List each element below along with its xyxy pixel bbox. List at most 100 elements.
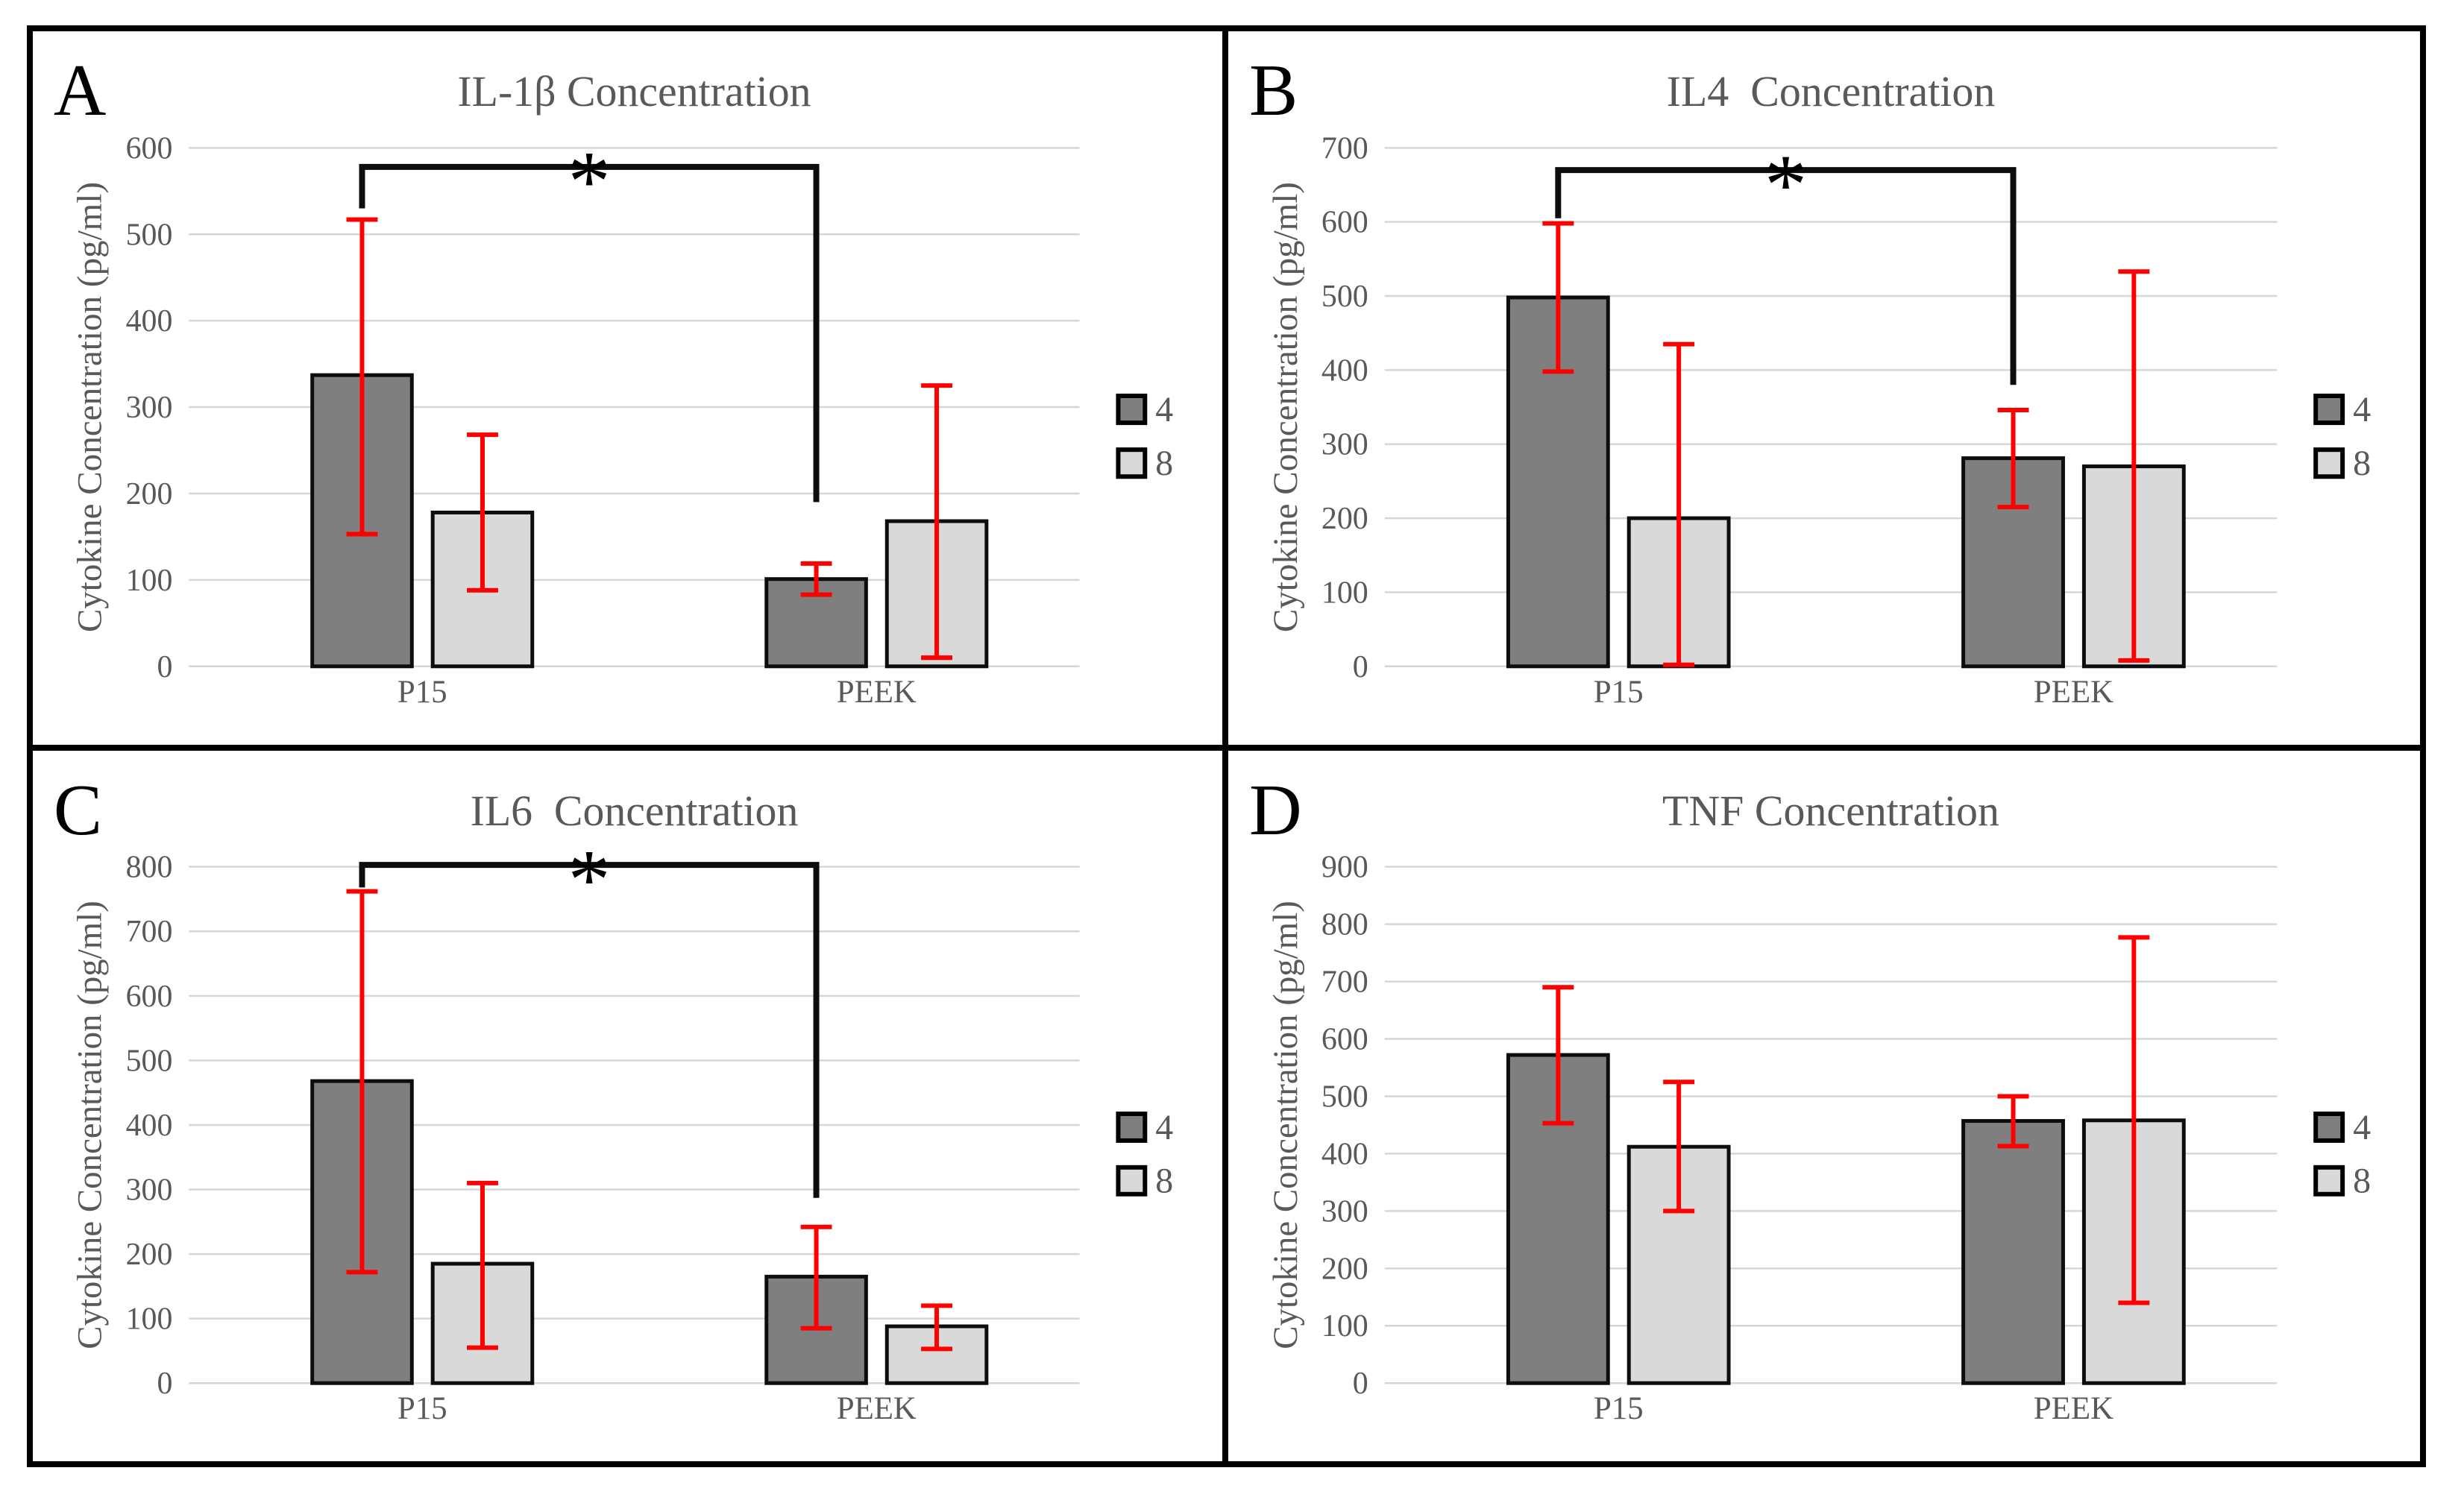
error-bar-p15-4 [1542,221,1574,374]
error-bar-p15-4 [346,217,378,537]
y-tick-label: 500 [126,1044,173,1078]
legend-label-8: 8 [1155,444,1173,483]
legend: 48 [2313,1108,2371,1201]
error-bar-peek-8 [921,383,952,661]
y-tick-label: 200 [1321,1252,1368,1286]
legend-swatch-8 [2313,1165,2345,1197]
error-bar-p15-8 [1663,341,1695,667]
y-tick-label: 100 [1321,576,1368,610]
y-tick-label: 300 [1321,1194,1368,1229]
error-bar-p15-8 [467,432,498,593]
y-tick-label: 700 [126,915,173,949]
y-axis-title: Cytokine Concentration (pg/ml) [71,901,110,1349]
y-tick-label: 600 [1321,1023,1368,1057]
error-bar-p15-4 [1542,985,1574,1126]
y-tick-label: 700 [1321,131,1368,166]
y-axis-title: Cytokine Concentration (pg/ml) [1266,182,1305,632]
y-tick-label: 100 [1321,1309,1368,1343]
y-tick-label: 0 [1353,650,1368,684]
y-tick-label: 400 [1321,353,1368,388]
y-tick-label: 500 [1321,1080,1368,1114]
y-tick-label: 0 [157,1367,172,1401]
significance-bracket [1555,167,2017,385]
legend-label-8: 8 [2353,1162,2371,1201]
panel-letter: D [1249,770,1302,851]
y-tick-label: 100 [126,1302,173,1337]
panel-letter: B [1249,51,1298,131]
x-category-label: PEEK [837,1391,917,1426]
panel-d-chart: 0 100 200 300 400 500 600 700 800 900 Cytokine Con… [1249,770,2371,1426]
legend-label-8: 8 [2353,444,2371,483]
bar-p15-4 [1506,1053,1610,1385]
error-bar-peek-4 [800,561,832,597]
y-tick-label: 800 [126,851,173,885]
y-tick-label: 200 [126,477,173,511]
error-bar-peek-8 [2118,269,2150,663]
legend-swatch-4 [2313,394,2345,426]
y-tick-label: 300 [1321,428,1368,462]
panel-A: 0 100 200 300 400 500 600 Cytokine Concentratio… [33,31,1228,751]
panel-b-chart: 0 100 200 300 400 500 600 700 Cytokine Concentra… [1249,51,2371,710]
y-tick-label: 600 [126,980,173,1014]
legend: 48 [1116,390,1173,483]
panel-C: 0 100 200 300 400 500 600 700 800 Cytokine Concen… [33,751,1228,1461]
legend-label-4: 4 [1155,390,1173,429]
y-tick-label: 200 [126,1238,173,1272]
legend-label-8: 8 [1155,1162,1173,1201]
chart-title: IL-1β Concentration [457,67,811,116]
chart-title: IL4 Concentration [1667,67,1996,116]
error-bar-peek-4 [1997,1094,2029,1149]
legend-swatch-8 [1116,447,1148,479]
x-category-label: PEEK [2034,675,2113,710]
y-tick-label: 0 [1353,1367,1368,1401]
y-tick-label: 300 [126,391,173,425]
x-category-label: P15 [397,675,447,710]
panel-B: 0 100 200 300 400 500 600 700 Cytokine Concentra… [1228,31,2420,751]
panel-D: 0 100 200 300 400 500 600 700 800 900 Cytokine Con… [1228,751,2420,1461]
error-bar-p15-8 [467,1180,498,1350]
panel-letter: C [54,770,102,851]
y-tick-label: 500 [1321,280,1368,314]
x-category-label: PEEK [837,675,917,710]
significance-star: * [568,134,610,229]
significance-bracket [359,163,820,502]
x-category-label: PEEK [2034,1391,2113,1426]
y-tick-label: 800 [1321,908,1368,942]
x-category-label: P15 [397,1391,447,1426]
y-tick-label: 900 [1321,851,1368,885]
four-panel-figure: 0 100 200 300 400 500 600 Cytokine Concentratio… [27,25,2426,1467]
y-tick-label: 400 [126,1109,173,1143]
chart-title: TNF Concentration [1662,787,1999,835]
legend-label-4: 4 [2353,390,2371,429]
significance-star: * [1764,136,1807,232]
y-tick-label: 100 [126,564,173,598]
x-category-label: P15 [1594,675,1644,710]
legend-swatch-4 [1116,1111,1148,1143]
panel-a-chart: 0 100 200 300 400 500 600 Cytokine Concentratio… [54,51,1173,710]
legend-swatch-8 [1116,1165,1148,1197]
y-tick-label: 600 [126,131,173,166]
y-tick-label: 300 [126,1173,173,1207]
legend-swatch-8 [2313,447,2345,479]
panel-c-chart: 0 100 200 300 400 500 600 700 800 Cytokine Concen… [54,770,1173,1426]
error-bar-peek-8 [2118,935,2150,1305]
error-bar-peek-8 [921,1303,952,1352]
legend-swatch-4 [1116,394,1148,426]
error-bar-peek-4 [1997,408,2029,510]
y-tick-label: 0 [157,650,172,684]
error-bar-p15-8 [1663,1080,1695,1214]
y-tick-label: 700 [1321,965,1368,1000]
y-tick-label: 500 [126,218,173,252]
panel-letter: A [54,51,107,131]
y-axis-title: Cytokine Concentration (pg/ml) [1266,901,1305,1349]
chart-title: IL6 Concentration [471,787,799,835]
bar-peek-4 [1961,1119,2065,1385]
y-tick-label: 400 [1321,1137,1368,1171]
error-bar-peek-4 [800,1224,832,1331]
legend: 48 [2313,390,2371,483]
y-axis-title: Cytokine Concentration (pg/ml) [71,182,110,632]
significance-bracket [359,862,820,1198]
y-tick-label: 600 [1321,206,1368,240]
legend-swatch-4 [2313,1111,2345,1143]
y-tick-label: 400 [126,304,173,338]
